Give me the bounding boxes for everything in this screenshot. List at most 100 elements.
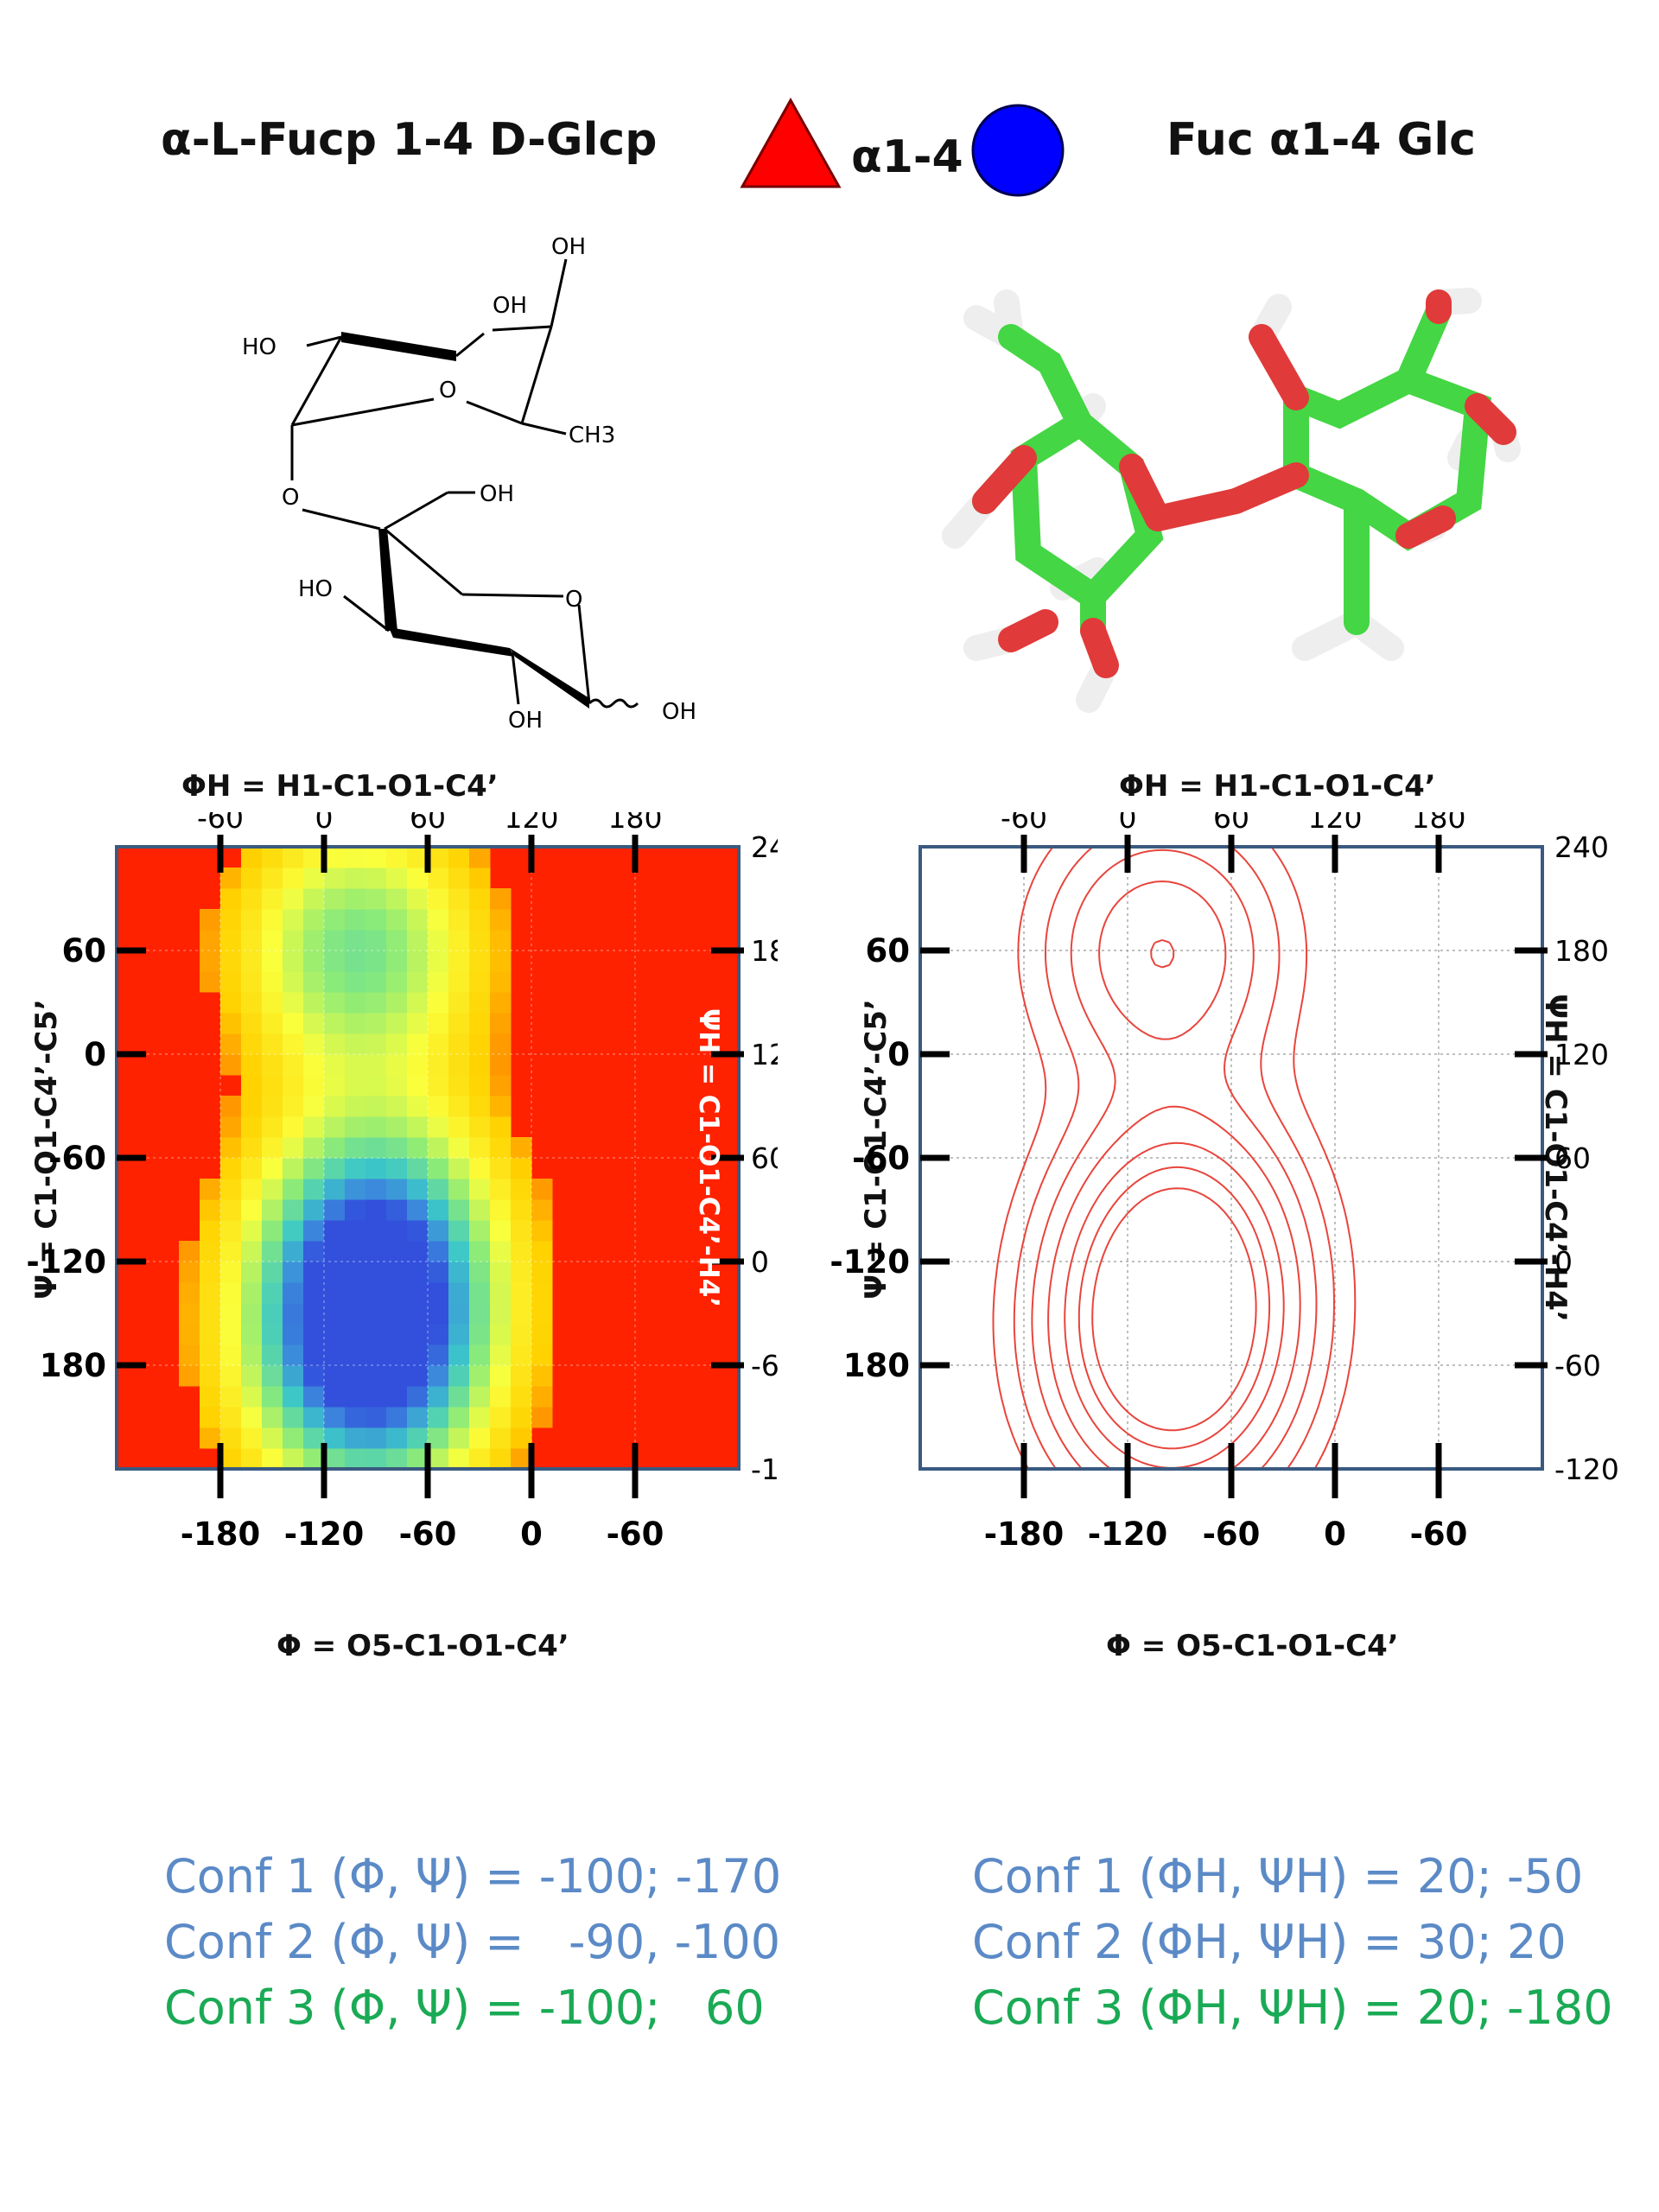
heatmap-cell <box>220 930 242 951</box>
heatmap-cell <box>386 971 408 993</box>
heatmap-cell <box>428 909 449 931</box>
structure-label: O <box>565 587 582 613</box>
heatmap-cell <box>365 971 387 993</box>
heatmap-cell <box>490 1448 512 1470</box>
heatmap-cell <box>365 1427 387 1449</box>
heatmap-cell <box>324 1096 346 1117</box>
heatmap-cell <box>386 1158 408 1179</box>
heatmap-cell <box>262 1116 283 1138</box>
heatmap-cell <box>303 1075 325 1096</box>
heatmap-cell <box>469 1179 491 1200</box>
heatmap-cell <box>511 1137 532 1159</box>
heatmap-cell <box>531 1199 553 1221</box>
heatmap-cell <box>220 1116 242 1138</box>
heatmap-cell <box>283 1033 304 1055</box>
heatmap-cell <box>303 1303 325 1325</box>
heatmap-cell <box>179 1241 200 1262</box>
heatmap-cell <box>324 1199 346 1221</box>
heatmap-cell <box>490 930 512 951</box>
top-tick-label: -60 <box>197 812 244 835</box>
heatmap-cell <box>303 1137 325 1159</box>
contour-line <box>1047 880 1301 1470</box>
heatmap-cell <box>365 847 387 868</box>
heatmap-cell <box>283 1448 304 1470</box>
heatmap-cell <box>324 1179 346 1200</box>
heatmap-cell <box>324 971 346 993</box>
heatmap-cell <box>448 847 470 868</box>
heatmap-cell <box>490 1096 512 1117</box>
structure-label: HO <box>298 576 333 602</box>
heatmap-cell <box>303 950 325 972</box>
heatmap-cell <box>386 1075 408 1096</box>
bottom-tick-label: -60 <box>399 1516 457 1553</box>
heatmap-cell <box>262 1448 283 1470</box>
heatmap-cell <box>262 1344 283 1366</box>
heatmap-cell <box>407 1096 429 1117</box>
heatmap-cell <box>241 1282 263 1304</box>
heatmap-cell <box>303 1282 325 1304</box>
heatmap-cell <box>448 1262 470 1283</box>
heatmap-cell <box>324 1344 346 1366</box>
bottom-tick-label: -60 <box>607 1516 664 1553</box>
heatmap-cell <box>511 1158 532 1179</box>
heatmap-cell <box>469 971 491 993</box>
heatmap-cell <box>262 992 283 1014</box>
heatmap-cell <box>220 971 242 993</box>
right-tick-label: -60 <box>751 1349 778 1382</box>
heatmap-cell <box>448 1033 470 1055</box>
heatmap-cell <box>220 992 242 1014</box>
heatmap-cell <box>407 1386 429 1408</box>
heatmap-cell <box>303 888 325 910</box>
heatmap-cell <box>220 1220 242 1242</box>
heatmap-cell <box>428 971 449 993</box>
heatmap-cell <box>262 1137 283 1159</box>
heatmap-cell <box>490 1386 512 1408</box>
heatmap-cell <box>428 1427 449 1449</box>
heatmap-cell <box>386 1220 408 1242</box>
heatmap-cell <box>262 930 283 951</box>
heatmap-cell <box>345 1262 366 1283</box>
heatmap-cell <box>303 930 325 951</box>
chemical-structure-drawing: OH OH HO O CH3 O OH HO O OH OH <box>242 234 696 734</box>
heatmap-cell <box>365 1386 387 1408</box>
heatmap-cell <box>220 868 242 889</box>
heatmap-cell <box>386 930 408 951</box>
heatmap-cell <box>490 992 512 1014</box>
heatmap-cell <box>324 868 346 889</box>
heatmap-cell <box>303 1179 325 1200</box>
heatmap-cell <box>469 950 491 972</box>
heatmap-cell <box>303 971 325 993</box>
heatmap-cell <box>262 1262 283 1283</box>
heatmap-cell <box>241 868 263 889</box>
heatmap-cell <box>200 971 221 993</box>
heatmap-cell <box>448 930 470 951</box>
top-tick-label: 60 <box>410 812 446 835</box>
heatmap-cell <box>220 1137 242 1159</box>
heatmap-cell <box>490 1033 512 1055</box>
heatmap-cell <box>241 1448 263 1470</box>
left-tick-label: 180 <box>40 1347 106 1384</box>
heatmap-cell <box>283 1137 304 1159</box>
right-tick-label: 0 <box>1554 1245 1573 1279</box>
heatmap-cell <box>179 1262 200 1283</box>
heatmap-cell <box>303 1448 325 1470</box>
bottom-tick-label: -120 <box>1088 1516 1168 1553</box>
heatmap-cell <box>241 1033 263 1055</box>
heatmap-cell <box>365 888 387 910</box>
heatmap-cell <box>220 1179 242 1200</box>
heatmap-cell <box>428 888 449 910</box>
heatmap-cell <box>511 1324 532 1345</box>
heatmap-cell <box>283 847 304 868</box>
heatmap-cell <box>407 1075 429 1096</box>
heatmap-cell <box>262 888 283 910</box>
heatmap-cell <box>324 1262 346 1283</box>
heatmap-cell <box>303 1262 325 1283</box>
heatmap-cell <box>407 1241 429 1262</box>
heatmap-cell <box>303 1344 325 1366</box>
heatmap-cell <box>407 1344 429 1366</box>
heatmap-cell <box>220 1054 242 1076</box>
heatmap-cell <box>407 1303 429 1325</box>
left-tick-label: 180 <box>843 1347 910 1384</box>
heatmap-cell <box>324 1427 346 1449</box>
heatmap-cell <box>241 1075 263 1096</box>
